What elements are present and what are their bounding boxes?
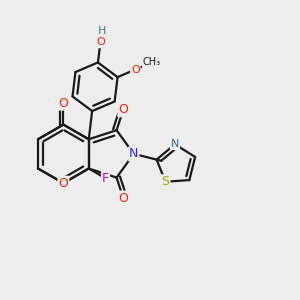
Text: S: S	[161, 175, 169, 188]
Text: N: N	[171, 139, 179, 149]
Text: O: O	[131, 64, 140, 74]
Text: H: H	[98, 26, 106, 36]
Text: O: O	[58, 97, 68, 110]
Text: O: O	[118, 191, 128, 205]
Text: O: O	[96, 37, 105, 47]
Text: F: F	[102, 172, 109, 185]
Text: N: N	[129, 147, 139, 161]
Text: O: O	[58, 177, 68, 190]
Text: O: O	[118, 103, 128, 116]
Text: CH₃: CH₃	[143, 58, 161, 68]
